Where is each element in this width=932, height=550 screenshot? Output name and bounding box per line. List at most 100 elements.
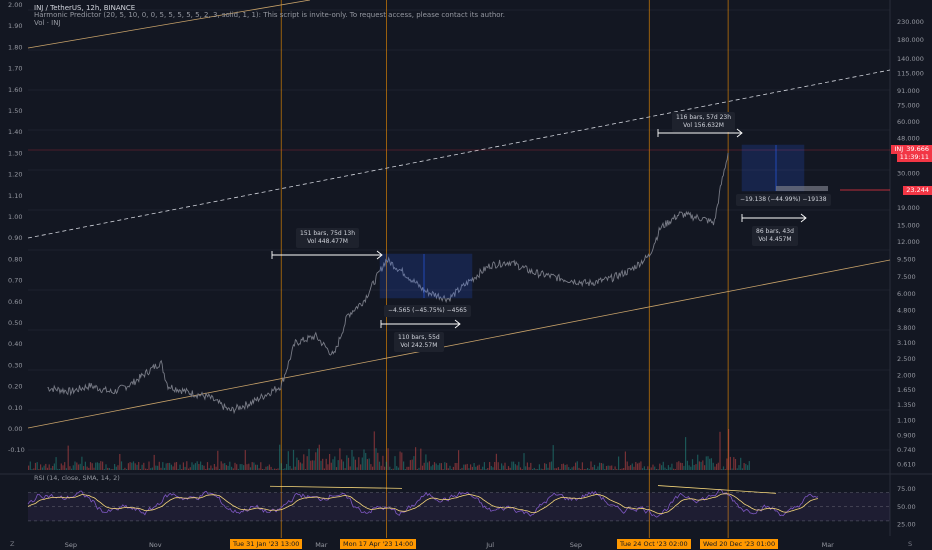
volume-bar (325, 458, 327, 470)
volume-bar (182, 462, 184, 470)
volume-bar (253, 462, 255, 470)
settings-button[interactable]: S (908, 540, 913, 548)
volume-bar (693, 465, 695, 470)
volume-bar (593, 464, 596, 470)
volume-bar (442, 469, 444, 470)
volume-bar (506, 469, 508, 470)
volume-bar (712, 462, 714, 470)
y-right-tick: 180.000 (897, 36, 924, 44)
volume-bar (155, 465, 157, 470)
y-left-tick: 0.30 (8, 361, 22, 369)
volume-bar (435, 463, 437, 470)
volume-bar (360, 464, 362, 470)
measure-label-3-line1: −4.565 (−45.75%) −4565 (388, 307, 467, 314)
volume-bar (36, 462, 38, 470)
volume-bar (547, 467, 549, 470)
measure-arrow-4-head (800, 213, 807, 223)
y-left-tick: 0.80 (8, 255, 22, 263)
volume-bar (452, 466, 454, 470)
volume-bar (623, 468, 625, 470)
volume-bar (743, 463, 745, 470)
volume-bar (41, 467, 43, 470)
volume-bar (244, 450, 246, 470)
volume-bar (342, 461, 344, 470)
volume-bar (138, 462, 140, 470)
volume-bar (287, 451, 289, 470)
volume-bar (320, 460, 322, 470)
volume-bar (38, 469, 40, 470)
volume-bar (600, 463, 602, 470)
volume-bar (463, 464, 465, 470)
volume-bar (647, 466, 649, 470)
volume-bar (48, 464, 50, 470)
volume-bar (669, 467, 671, 470)
volume-bar (439, 463, 441, 470)
volume-bar (607, 465, 609, 470)
countdown-tag: 11:39:11 (896, 153, 932, 162)
y-left-tick: 1.90 (8, 22, 22, 30)
volume-bar (722, 466, 725, 470)
volume-bar (741, 468, 743, 470)
measure-label-3: −4.565 (−45.75%) −4565 (384, 305, 471, 317)
volume-bar (29, 461, 31, 470)
volume-bar (747, 465, 749, 470)
volume-bar (638, 462, 640, 470)
volume-bar (208, 468, 210, 470)
volume-bar (456, 463, 458, 470)
volume-bar (224, 463, 226, 470)
volume-bar (308, 448, 310, 470)
volume-bar (501, 463, 503, 470)
volume-bar (298, 460, 300, 470)
volume-bar (652, 464, 654, 470)
volume-bar (480, 469, 482, 470)
y-left-tick: 1.30 (8, 149, 22, 157)
volume-bar (661, 465, 663, 470)
volume-bar (678, 461, 680, 470)
volume-bar (177, 469, 179, 470)
time-tag-3: Tue 24 Oct '23 02:00 (617, 539, 691, 549)
volume-bar (605, 466, 608, 470)
volume-bar (95, 462, 97, 470)
volume-bar (399, 451, 401, 470)
volume-bar (279, 444, 281, 470)
volume-bar (86, 466, 88, 470)
volume-bar (556, 468, 558, 470)
volume-bar (196, 461, 198, 470)
volume-bar (702, 460, 704, 470)
volume-bar (581, 462, 583, 470)
volume-bar (165, 463, 167, 470)
y-left-tick: 1.80 (8, 43, 22, 51)
volume-bar (346, 455, 348, 470)
volume-bar (280, 463, 282, 470)
volume-bar (643, 466, 645, 470)
volume-bar (198, 464, 200, 470)
volume-bar (695, 464, 697, 470)
volume-bar (34, 462, 37, 470)
volume-bar (502, 465, 504, 470)
y-right-tick: 0.740 (897, 446, 916, 454)
volume-bar (557, 467, 559, 470)
volume-bar (485, 469, 487, 470)
volume-bar (494, 462, 496, 470)
volume-bar (717, 462, 719, 470)
volume-bar (444, 462, 446, 470)
volume-bar (564, 465, 566, 470)
volume-bar (129, 462, 131, 470)
volume-bar (454, 463, 456, 470)
volume-bar (317, 448, 319, 470)
volume-bar (709, 458, 711, 470)
volume-bar (241, 464, 243, 470)
volume-bar (397, 467, 399, 470)
volume-bar (685, 437, 687, 470)
volume-bar (389, 466, 391, 470)
volume-bar (700, 461, 702, 470)
volume-bar (688, 465, 690, 470)
y-right-tick: 4.800 (897, 306, 916, 314)
volume-bar (368, 458, 370, 470)
rsi-legend: RSI (14, close, SMA, 14, 2) (34, 474, 120, 482)
volume-bar (513, 461, 515, 470)
auto-zoom-button[interactable]: Z (10, 540, 15, 548)
volume-bar (277, 468, 279, 470)
volume-bar (409, 460, 411, 470)
